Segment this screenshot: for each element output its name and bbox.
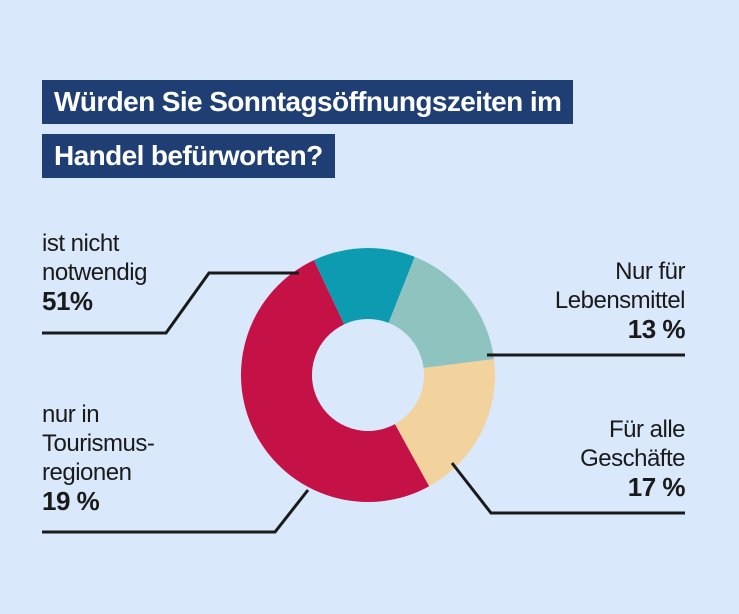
leader-line-ist-nicht-notwendig: [42, 271, 299, 335]
label-line: notwendig: [42, 259, 147, 286]
label-line: nur in: [42, 401, 100, 428]
label-ist-nicht-notwendig: ist nicht notwendig 51%: [42, 229, 147, 316]
value-label: 19 %: [42, 486, 100, 516]
label-nur-fuer-lebensmittel: Nur für Lebensmittel 13 %: [554, 257, 686, 344]
leader-lines: [42, 271, 685, 534]
donut-slice-2: [388, 256, 494, 368]
label-fuer-alle-geschaefte: Für alle Geschäfte 17 %: [580, 415, 685, 502]
chart-title-line-2: Handel befürworten?: [42, 134, 335, 178]
donut-slice-0: [240, 260, 430, 503]
donut-slices: [240, 248, 495, 503]
value-label: 51%: [42, 286, 93, 316]
donut-slice-3: [394, 359, 495, 487]
chart-title-line-1: Würden Sie Sonntagsöffnungszeiten im: [42, 80, 574, 124]
leader-line-tourismusregionen: [42, 489, 310, 534]
leader-line-alle-geschaefte: [450, 462, 685, 515]
label-line: Lebensmittel: [554, 287, 686, 314]
label-line: Nur für: [615, 258, 685, 285]
label-line: ist nicht: [42, 230, 119, 257]
label-line: Geschäfte: [580, 445, 685, 472]
donut-slice-1: [313, 248, 415, 325]
value-label: 13 %: [627, 314, 686, 344]
label-line: Für alle: [608, 416, 686, 443]
value-label: 17 %: [627, 472, 686, 502]
label-line: Tourismus-: [42, 430, 155, 457]
label-line: regionen: [42, 459, 132, 486]
label-nur-in-tourismusregionen: nur in Tourismus- regionen 19 %: [42, 400, 155, 516]
